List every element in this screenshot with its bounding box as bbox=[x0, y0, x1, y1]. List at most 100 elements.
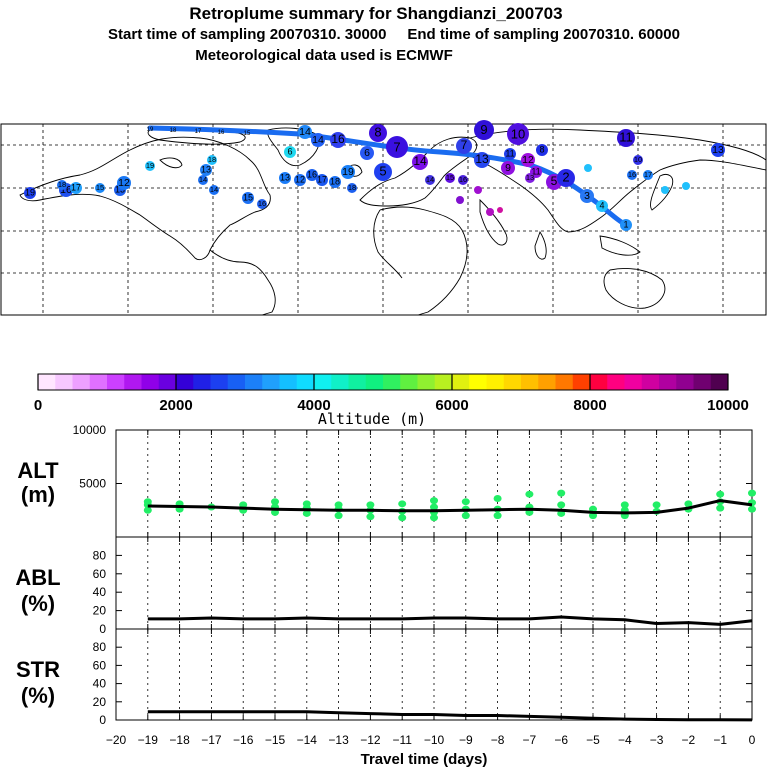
plume-marker bbox=[486, 208, 494, 216]
x-tick-label: −15 bbox=[265, 733, 286, 747]
plume-marker: 16 bbox=[330, 132, 346, 148]
plume-marker-label: 8 bbox=[374, 125, 381, 140]
plume-marker: 15 bbox=[445, 173, 455, 183]
panel-y-tick-label: 10000 bbox=[73, 423, 107, 437]
plume-marker-label: 14 bbox=[312, 134, 324, 146]
plume-marker bbox=[682, 182, 690, 190]
x-tick-label: −20 bbox=[106, 733, 127, 747]
plume-marker-dot bbox=[617, 129, 635, 147]
plume-marker: 18 bbox=[57, 180, 67, 190]
colorbar-cell bbox=[693, 374, 712, 390]
colorbar-cell bbox=[659, 374, 677, 390]
plume-marker: 11 bbox=[617, 129, 635, 147]
plume-marker bbox=[497, 207, 503, 213]
plume-marker: 1 bbox=[620, 219, 632, 231]
altitude-scatter-point bbox=[716, 490, 725, 498]
colorbar-cell bbox=[383, 374, 401, 390]
altitude-colorbar: 0 2000 4000 6000 8000 10000 Altitude (m) bbox=[34, 373, 749, 428]
colorbar-cell bbox=[365, 374, 384, 390]
x-tick-label: 0 bbox=[749, 733, 756, 747]
colorbar-cell bbox=[538, 374, 556, 390]
sampling-time-subtitle: Start time of sampling 20070310. 30000 E… bbox=[108, 26, 680, 43]
altitude-scatter-point bbox=[493, 494, 502, 502]
panel-y-tick-label: 80 bbox=[93, 548, 107, 562]
plume-marker-dot bbox=[284, 146, 296, 158]
plume-marker-dot bbox=[458, 175, 468, 185]
plume-marker-label: 10 bbox=[511, 126, 525, 141]
plume-marker-dot bbox=[682, 182, 690, 190]
altitude-scatter-point bbox=[684, 500, 693, 508]
plume-marker-label: 19 bbox=[146, 161, 154, 170]
plume-marker: 7 bbox=[456, 138, 472, 154]
plume-marker-dot bbox=[257, 199, 267, 209]
panel-yunit: (m) bbox=[21, 482, 55, 507]
plume-marker-label: 2 bbox=[562, 170, 569, 185]
plume-marker: 19 bbox=[341, 165, 355, 179]
colorbar-cell bbox=[486, 374, 505, 390]
plume-marker-label: 15 bbox=[96, 183, 104, 192]
x-tick-label: −17 bbox=[201, 733, 222, 747]
colorbar-cell bbox=[38, 374, 56, 390]
plume-marker-label: 15 bbox=[243, 192, 253, 202]
plume-marker-dot bbox=[584, 164, 592, 172]
plume-marker: 14 bbox=[198, 175, 208, 185]
x-tick-label: −14 bbox=[297, 733, 318, 747]
colorbar-cell bbox=[572, 374, 591, 390]
plume-marker-label: 16 bbox=[258, 199, 266, 208]
x-tick-label: −9 bbox=[459, 733, 473, 747]
plume-marker bbox=[584, 164, 592, 172]
plume-marker-label: 12 bbox=[295, 174, 305, 184]
plume-marker: 12 bbox=[117, 176, 131, 190]
plume-marker-dot bbox=[507, 123, 529, 145]
plume-marker: 14 bbox=[412, 154, 428, 170]
x-tick-label: −4 bbox=[618, 733, 632, 747]
altitude-scatter-point bbox=[366, 501, 375, 509]
plume-marker-dot bbox=[374, 163, 392, 181]
map-frame bbox=[0, 123, 767, 316]
altitude-scatter-point bbox=[620, 501, 629, 509]
plume-marker-dot bbox=[536, 144, 548, 156]
colorbar-cell bbox=[176, 374, 194, 390]
x-tick-label: −7 bbox=[523, 733, 537, 747]
trajectory-label: 17 bbox=[195, 129, 202, 135]
panel-y-tick-label: 60 bbox=[93, 658, 107, 672]
plume-marker-label: 18 bbox=[348, 183, 356, 192]
plume-marker-dot bbox=[198, 175, 208, 185]
plume-marker-label: 11 bbox=[619, 130, 633, 145]
plume-marker: 12 bbox=[294, 174, 306, 186]
plume-marker-label: 9 bbox=[505, 162, 511, 174]
plume-marker: 13 bbox=[525, 173, 535, 183]
plume-marker-label: 16 bbox=[628, 170, 636, 179]
plume-marker-label: 1 bbox=[623, 219, 628, 229]
altitude-scatter-point bbox=[525, 490, 534, 498]
panel-y-tick-label: 80 bbox=[93, 640, 107, 654]
plume-marker-dot bbox=[341, 165, 355, 179]
panel-y-tick-label: 0 bbox=[99, 622, 106, 636]
plume-marker-dot bbox=[329, 176, 341, 188]
colorbar-tick-label: 2000 bbox=[159, 397, 192, 414]
panel-series-line bbox=[147, 710, 753, 722]
colorbar-cell bbox=[107, 374, 125, 390]
x-tick-label: −16 bbox=[233, 733, 254, 747]
plume-marker-dot bbox=[200, 164, 212, 176]
plume-marker-label: 6 bbox=[287, 146, 292, 156]
colorbar-cell bbox=[124, 374, 142, 390]
plume-marker-label: 13 bbox=[115, 184, 125, 194]
plume-marker: 13 bbox=[200, 164, 212, 176]
plume-marker-dot bbox=[279, 172, 291, 184]
x-tick-label: −10 bbox=[424, 733, 445, 747]
plume-marker: 15 bbox=[242, 192, 254, 204]
colorbar-cell bbox=[279, 374, 298, 390]
colorbar-cell bbox=[331, 374, 349, 390]
plume-marker-dot bbox=[501, 161, 515, 175]
plume-marker-dot bbox=[298, 125, 312, 139]
altitude-scatter-point bbox=[557, 489, 566, 497]
colorbar-cell bbox=[555, 374, 574, 390]
plume-marker-label: 15 bbox=[446, 173, 454, 182]
x-tick-label: −19 bbox=[138, 733, 159, 747]
plume-marker-dot bbox=[661, 186, 669, 194]
plume-marker-dot bbox=[445, 173, 455, 183]
colorbar-tick-label: 6000 bbox=[435, 397, 468, 414]
plume-marker-label: 14 bbox=[210, 185, 218, 194]
